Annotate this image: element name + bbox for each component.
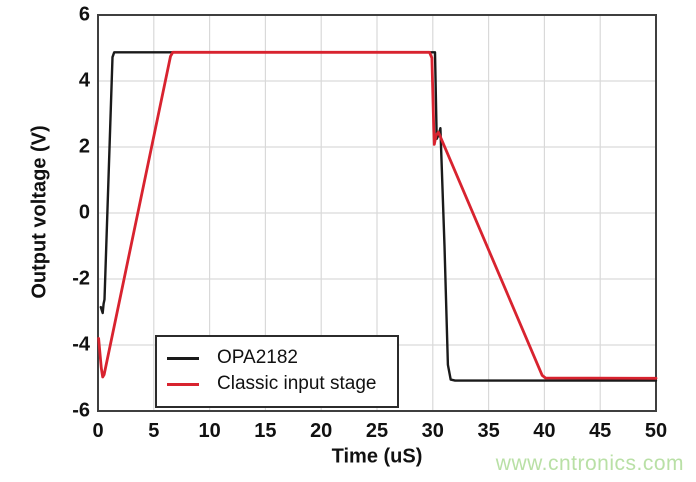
x-axis-title: Time (uS) xyxy=(331,445,423,468)
x-tick-label: 10 xyxy=(198,420,221,442)
x-tick-label: 5 xyxy=(148,420,160,442)
watermark-text: www.cntronics.com xyxy=(495,452,684,475)
x-tick-label: 0 xyxy=(92,420,104,442)
y-tick-label: -6 xyxy=(72,399,90,422)
y-tick-label: -2 xyxy=(72,267,90,290)
legend-label-classic-input-stage: Classic input stage xyxy=(217,373,377,394)
y-tick-label: 0 xyxy=(78,201,90,224)
series-line-classic-input-stage xyxy=(97,50,658,380)
x-tick-label: 40 xyxy=(533,420,556,442)
legend-item-opa2182: OPA2182 xyxy=(167,345,397,371)
x-tick-label: 25 xyxy=(365,420,389,442)
x-tick-label: 35 xyxy=(477,420,500,442)
series-line-opa2182 xyxy=(99,51,658,382)
x-tick-label: 20 xyxy=(310,420,333,442)
legend-line-sample-red xyxy=(167,382,199,386)
legend-line-sample-black xyxy=(167,356,199,360)
y-tick-label: 2 xyxy=(78,135,90,158)
x-tick-label: 30 xyxy=(421,420,444,442)
x-tick-label: 15 xyxy=(254,420,277,442)
plot-frame xyxy=(97,14,657,412)
x-tick-label: 45 xyxy=(589,420,612,442)
y-tick-label: 4 xyxy=(78,69,90,92)
y-tick-label: -4 xyxy=(72,333,90,356)
legend-label-opa2182: OPA2182 xyxy=(217,347,298,368)
x-tick-label: 50 xyxy=(644,420,668,442)
y-tick-label: 6 xyxy=(78,3,90,26)
legend: OPA2182 Classic input stage xyxy=(155,335,399,408)
legend-item-classic-input-stage: Classic input stage xyxy=(167,371,397,397)
